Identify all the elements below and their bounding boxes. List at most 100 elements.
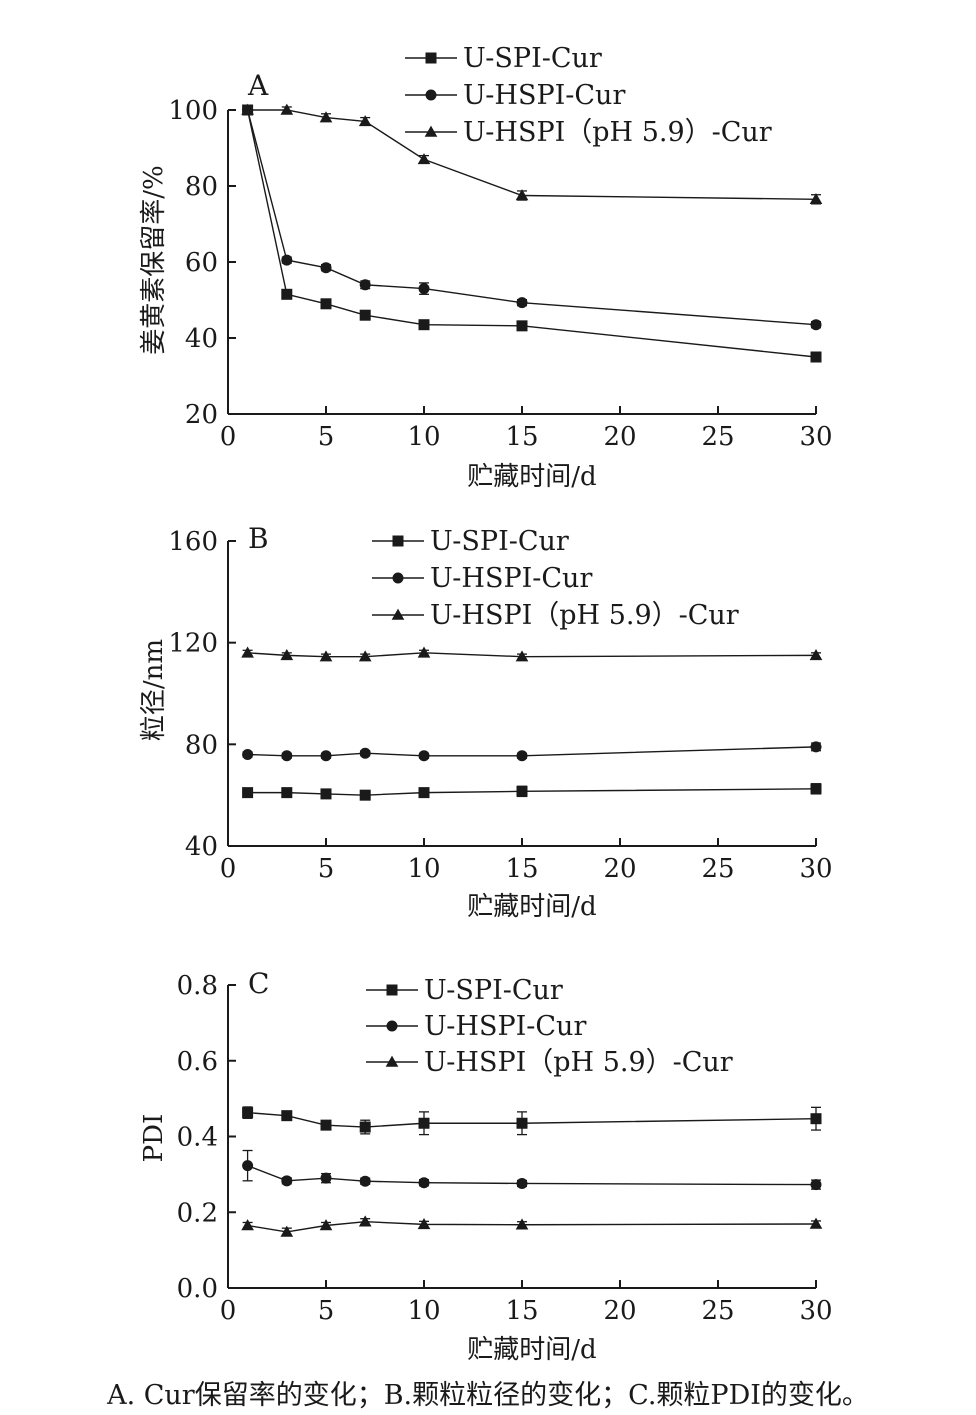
data-point	[242, 749, 254, 760]
y-tick-label: 0.8	[177, 971, 218, 1001]
y-tick-label: 20	[185, 400, 218, 430]
y-tick-label: 40	[185, 324, 218, 354]
x-tick-label: 30	[799, 422, 832, 452]
chart-panel-A: 0 5 10 15 20 25 30 20 40 60 80 100 贮藏时间/d 姜黄素保留率/% A U-…	[139, 43, 833, 492]
data-point	[359, 309, 371, 321]
legend-marker	[425, 89, 437, 101]
y-tick-label: 60	[185, 248, 218, 278]
data-point	[319, 1219, 333, 1231]
chart-panel-C: 0 5 10 15 20 25 30 0.0 0.2 0.4 0.6 0.8 贮藏时间/d PDI C U-S…	[139, 967, 833, 1365]
data-point	[320, 1172, 332, 1184]
data-point	[515, 650, 529, 662]
data-point	[241, 103, 254, 115]
data-point	[241, 1219, 254, 1231]
x-axis-label: 贮藏时间/d	[467, 892, 596, 922]
legend-label: U-HSPI（pH 5.9）-Cur	[424, 1047, 733, 1078]
data-point	[359, 789, 371, 801]
data-point	[281, 787, 293, 799]
data-point	[320, 788, 332, 800]
data-point	[516, 1177, 528, 1189]
data-point	[810, 351, 822, 363]
data-point	[359, 1175, 371, 1187]
series-square	[242, 104, 822, 363]
panel-label: C	[248, 967, 269, 1000]
y-axis-label: PDI	[139, 1114, 169, 1163]
legend-item: U-SPI-Cur	[372, 526, 569, 557]
series-line	[247, 746, 817, 757]
data-point	[516, 750, 528, 762]
legend-label: U-HSPI（pH 5.9）-Cur	[463, 117, 772, 148]
data-point	[281, 1175, 293, 1187]
data-point	[810, 1179, 822, 1191]
legend-label: U-SPI-Cur	[430, 526, 569, 557]
data-point	[516, 1117, 528, 1129]
y-tick-label: 100	[168, 96, 218, 126]
data-point	[516, 320, 528, 332]
chart-panel-B: 0 5 10 15 20 25 30 40 80 120 160 贮藏时间/d 粒径/nm B U-SPI-…	[139, 522, 833, 922]
data-point	[359, 1121, 371, 1133]
figure-caption: A. Cur保留率的变化；B.颗粒粒径的变化；C.颗粒PDI的变化。	[106, 1380, 869, 1411]
data-point	[281, 1110, 293, 1122]
x-tick-label: 10	[407, 854, 440, 884]
x-tick-label: 0	[220, 854, 237, 884]
data-point	[358, 650, 372, 662]
data-point	[281, 750, 293, 762]
legend-marker	[424, 125, 438, 137]
x-tick-label: 0	[220, 1296, 237, 1326]
legend-item: U-HSPI-Cur	[366, 1011, 586, 1042]
x-tick-label: 15	[505, 422, 538, 452]
data-point	[809, 192, 823, 205]
legend-label: U-SPI-Cur	[463, 43, 602, 74]
y-tick-label: 0.4	[177, 1123, 218, 1153]
legend: U-SPI-Cur U-HSPI-Cur U-HSPI（pH 5.9）-Cur	[366, 975, 733, 1078]
y-tick-label: 0.0	[177, 1274, 218, 1304]
data-point	[358, 115, 372, 127]
x-tick-label: 20	[603, 854, 636, 884]
data-point	[417, 646, 431, 658]
legend-marker	[392, 535, 404, 547]
data-point	[418, 283, 430, 295]
legend-marker	[425, 52, 437, 64]
y-tick-label: 0.2	[177, 1198, 218, 1228]
y-axis-label: 姜黄素保留率/%	[139, 165, 169, 354]
data-point	[281, 288, 293, 300]
x-tick-label: 20	[603, 422, 636, 452]
y-tick-label: 80	[185, 172, 218, 202]
data-point	[359, 747, 371, 759]
legend-marker	[386, 1020, 398, 1032]
data-point	[280, 649, 294, 661]
series-triangle	[241, 646, 823, 662]
legend-label: U-HSPI-Cur	[430, 563, 592, 594]
legend-item: U-HSPI-Cur	[405, 80, 625, 111]
legend-item: U-HSPI-Cur	[372, 563, 592, 594]
data-point	[242, 1107, 254, 1119]
y-tick-label: 80	[185, 730, 218, 760]
x-axis-label: 贮藏时间/d	[467, 1335, 596, 1365]
data-point	[242, 1160, 254, 1172]
legend-marker	[385, 1055, 399, 1067]
legend-item: U-SPI-Cur	[366, 975, 563, 1006]
x-tick-label: 5	[318, 854, 335, 884]
data-point	[281, 254, 293, 266]
series-line	[247, 788, 817, 796]
data-point	[242, 787, 254, 799]
y-axis-label: 粒径/nm	[139, 639, 169, 741]
x-tick-label: 25	[701, 854, 734, 884]
x-tick-label: 10	[407, 1296, 440, 1326]
x-tick-label: 15	[505, 1296, 538, 1326]
data-point	[810, 319, 822, 331]
x-tick-label: 5	[318, 1296, 335, 1326]
data-point	[417, 1218, 431, 1230]
series-line	[247, 1221, 817, 1233]
data-point	[515, 189, 529, 201]
x-tick-label: 25	[701, 422, 734, 452]
legend: U-SPI-Cur U-HSPI-Cur U-HSPI（pH 5.9）-Cur	[405, 43, 772, 148]
legend-label: U-SPI-Cur	[424, 975, 563, 1006]
legend-label: U-HSPI（pH 5.9）-Cur	[430, 600, 739, 631]
legend-marker	[392, 572, 404, 584]
series-circle	[242, 741, 822, 762]
data-point	[320, 1119, 332, 1131]
series-line	[247, 1111, 817, 1128]
legend-item: U-HSPI（pH 5.9）-Cur	[372, 600, 739, 631]
